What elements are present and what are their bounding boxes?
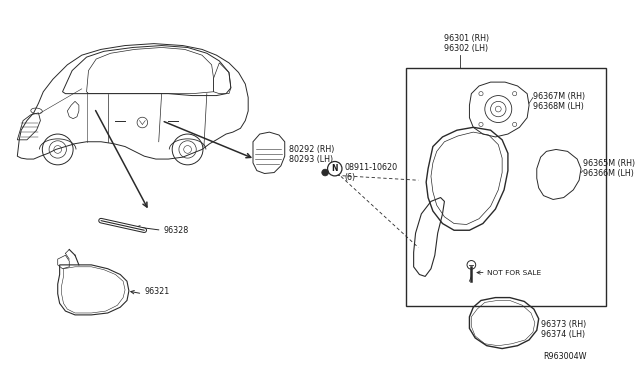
Text: 96367M (RH)
96368M (LH): 96367M (RH) 96368M (LH) xyxy=(533,92,585,111)
Text: R963004W: R963004W xyxy=(543,352,587,361)
Text: 96373 (RH)
96374 (LH): 96373 (RH) 96374 (LH) xyxy=(541,320,586,339)
Text: 08911-10620
(6): 08911-10620 (6) xyxy=(344,163,397,182)
Text: NOT FOR SALE: NOT FOR SALE xyxy=(487,270,541,276)
Circle shape xyxy=(322,169,328,176)
Text: 96328: 96328 xyxy=(164,226,189,235)
Bar xyxy=(406,68,606,306)
Text: N: N xyxy=(332,164,338,173)
Text: 96301 (RH)
96302 (LH): 96301 (RH) 96302 (LH) xyxy=(444,34,490,54)
Circle shape xyxy=(328,161,342,176)
Text: 96321: 96321 xyxy=(144,287,170,296)
Text: 80292 (RH)
80293 (LH): 80292 (RH) 80293 (LH) xyxy=(289,145,334,164)
Text: 96365M (RH)
96366M (LH): 96365M (RH) 96366M (LH) xyxy=(583,159,635,179)
